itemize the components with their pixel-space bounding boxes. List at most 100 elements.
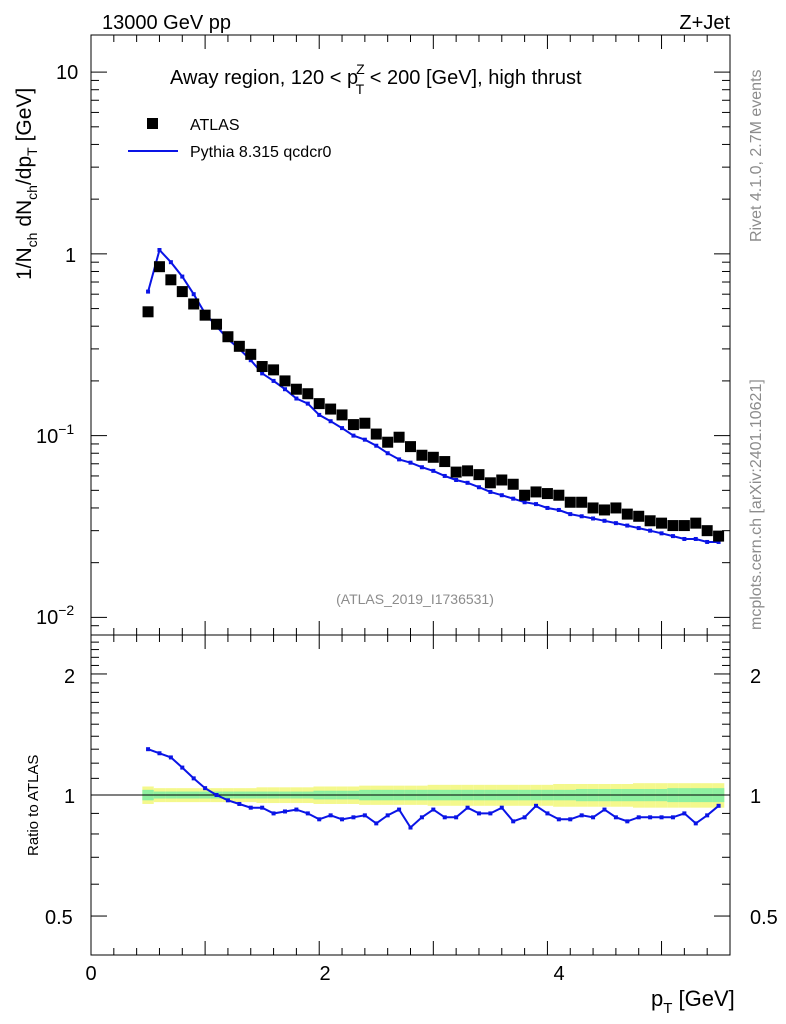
pythia-ratio-point bbox=[534, 803, 539, 808]
atlas-point bbox=[176, 286, 188, 298]
pythia-point bbox=[146, 289, 151, 294]
atlas-point bbox=[530, 486, 542, 498]
x-tick-label-2: 2 bbox=[319, 963, 330, 985]
atlas-point bbox=[462, 465, 474, 477]
atlas-point bbox=[233, 340, 245, 352]
atlas-point bbox=[564, 496, 576, 508]
pythia-point bbox=[499, 493, 504, 498]
pythia-ratio-point bbox=[454, 815, 459, 820]
pythia-ratio-point bbox=[408, 825, 413, 830]
pythia-ratio-point bbox=[556, 817, 561, 822]
source-label: mcplots.cern.ch [arXiv:2401.10621] bbox=[748, 379, 765, 630]
atlas-point bbox=[382, 436, 394, 448]
x-tick-label-4: 4 bbox=[553, 963, 564, 985]
pythia-ratio-series bbox=[146, 747, 721, 830]
atlas-point bbox=[450, 466, 462, 478]
pythia-ratio-point bbox=[214, 793, 219, 797]
pythia-point bbox=[442, 473, 447, 478]
pythia-ratio-point bbox=[305, 811, 310, 816]
atlas-point bbox=[347, 419, 359, 431]
pythia-ratio-point bbox=[682, 811, 687, 816]
atlas-point bbox=[496, 474, 508, 486]
process-label: Z+Jet bbox=[679, 12, 730, 34]
pythia-point bbox=[271, 378, 276, 383]
atlas-point bbox=[507, 478, 519, 490]
pythia-ratio-point bbox=[602, 807, 607, 812]
pythia-series bbox=[146, 248, 721, 544]
atlas-point bbox=[473, 469, 485, 481]
pythia-point bbox=[591, 516, 596, 521]
atlas-point bbox=[313, 398, 325, 410]
pythia-point bbox=[522, 500, 527, 505]
pythia-ratio-point bbox=[545, 811, 550, 816]
pythia-point bbox=[613, 521, 618, 526]
atlas-point bbox=[541, 488, 553, 500]
pythia-point bbox=[545, 505, 550, 510]
pythia-ratio-point bbox=[716, 803, 721, 808]
pythia-ratio-point bbox=[351, 815, 356, 820]
pythia-point bbox=[556, 507, 561, 512]
pythia-point bbox=[408, 460, 413, 465]
pythia-point bbox=[374, 443, 379, 448]
pythia-point bbox=[260, 371, 265, 376]
legend-atlas-marker bbox=[147, 118, 158, 129]
pythia-point bbox=[670, 534, 675, 539]
pythia-ratio-point bbox=[317, 817, 322, 822]
atlas-point bbox=[416, 449, 428, 461]
atlas-point bbox=[256, 361, 268, 373]
atlas-point bbox=[393, 431, 405, 443]
pythia-ratio-point bbox=[659, 815, 664, 820]
ratio-tick-label-0.5-left: 0.5 bbox=[45, 907, 73, 929]
pythia-point bbox=[305, 401, 310, 406]
atlas-point bbox=[153, 261, 165, 273]
pythia-ratio-point bbox=[465, 805, 470, 810]
pythia-ratio-point bbox=[271, 811, 276, 816]
pythia-point bbox=[465, 480, 470, 485]
pythia-ratio-point bbox=[374, 821, 379, 826]
atlas-point bbox=[211, 318, 223, 330]
legend-pythia-label: Pythia 8.315 qcdcr0 bbox=[190, 144, 332, 161]
pythia-ratio-point bbox=[168, 755, 173, 760]
atlas-point bbox=[587, 502, 599, 514]
pythia-ratio-point bbox=[282, 809, 287, 814]
pythia-point bbox=[431, 468, 436, 473]
pythia-ratio-point bbox=[476, 811, 481, 816]
pythia-ratio-point bbox=[237, 801, 242, 806]
pythia-point bbox=[476, 485, 481, 490]
atlas-point bbox=[222, 331, 234, 343]
atlas-point bbox=[633, 510, 645, 522]
atlas-point bbox=[644, 515, 656, 527]
atlas-point bbox=[370, 428, 382, 440]
pythia-ratio-point bbox=[180, 765, 185, 770]
pythia-ratio-point bbox=[362, 813, 367, 818]
pythia-point bbox=[648, 528, 653, 533]
pythia-point bbox=[419, 465, 424, 470]
atlas-point bbox=[427, 451, 439, 463]
pythia-point bbox=[625, 523, 630, 528]
pythia-ratio-point bbox=[146, 747, 151, 752]
pythia-ratio-point bbox=[397, 807, 402, 812]
pythia-ratio-point bbox=[225, 798, 230, 803]
atlas-point bbox=[336, 409, 348, 421]
pythia-ratio-point bbox=[294, 807, 299, 812]
atlas-point bbox=[405, 441, 416, 453]
atlas-point bbox=[165, 274, 177, 286]
pythia-point bbox=[636, 526, 641, 531]
main-panel-frame bbox=[90, 34, 731, 636]
atlas-point bbox=[484, 477, 496, 489]
pythia-point bbox=[511, 496, 516, 501]
pythia-ratio-point bbox=[636, 815, 641, 820]
pythia-ratio-point bbox=[431, 807, 436, 812]
y-axis-title: 1/Nch dNch/dpT [GeV] bbox=[13, 88, 40, 280]
pythia-ratio-point bbox=[328, 813, 333, 818]
pythia-point bbox=[659, 531, 664, 536]
pythia-point bbox=[693, 536, 698, 541]
pythia-line bbox=[147, 248, 719, 543]
pythia-ratio-point bbox=[705, 813, 710, 818]
pythia-point bbox=[317, 412, 322, 417]
legend-atlas-label: ATLAS bbox=[190, 117, 240, 134]
pythia-point bbox=[351, 433, 356, 438]
pythia-ratio-point bbox=[522, 815, 527, 820]
atlas-point bbox=[553, 489, 565, 501]
pythia-point bbox=[682, 536, 687, 541]
